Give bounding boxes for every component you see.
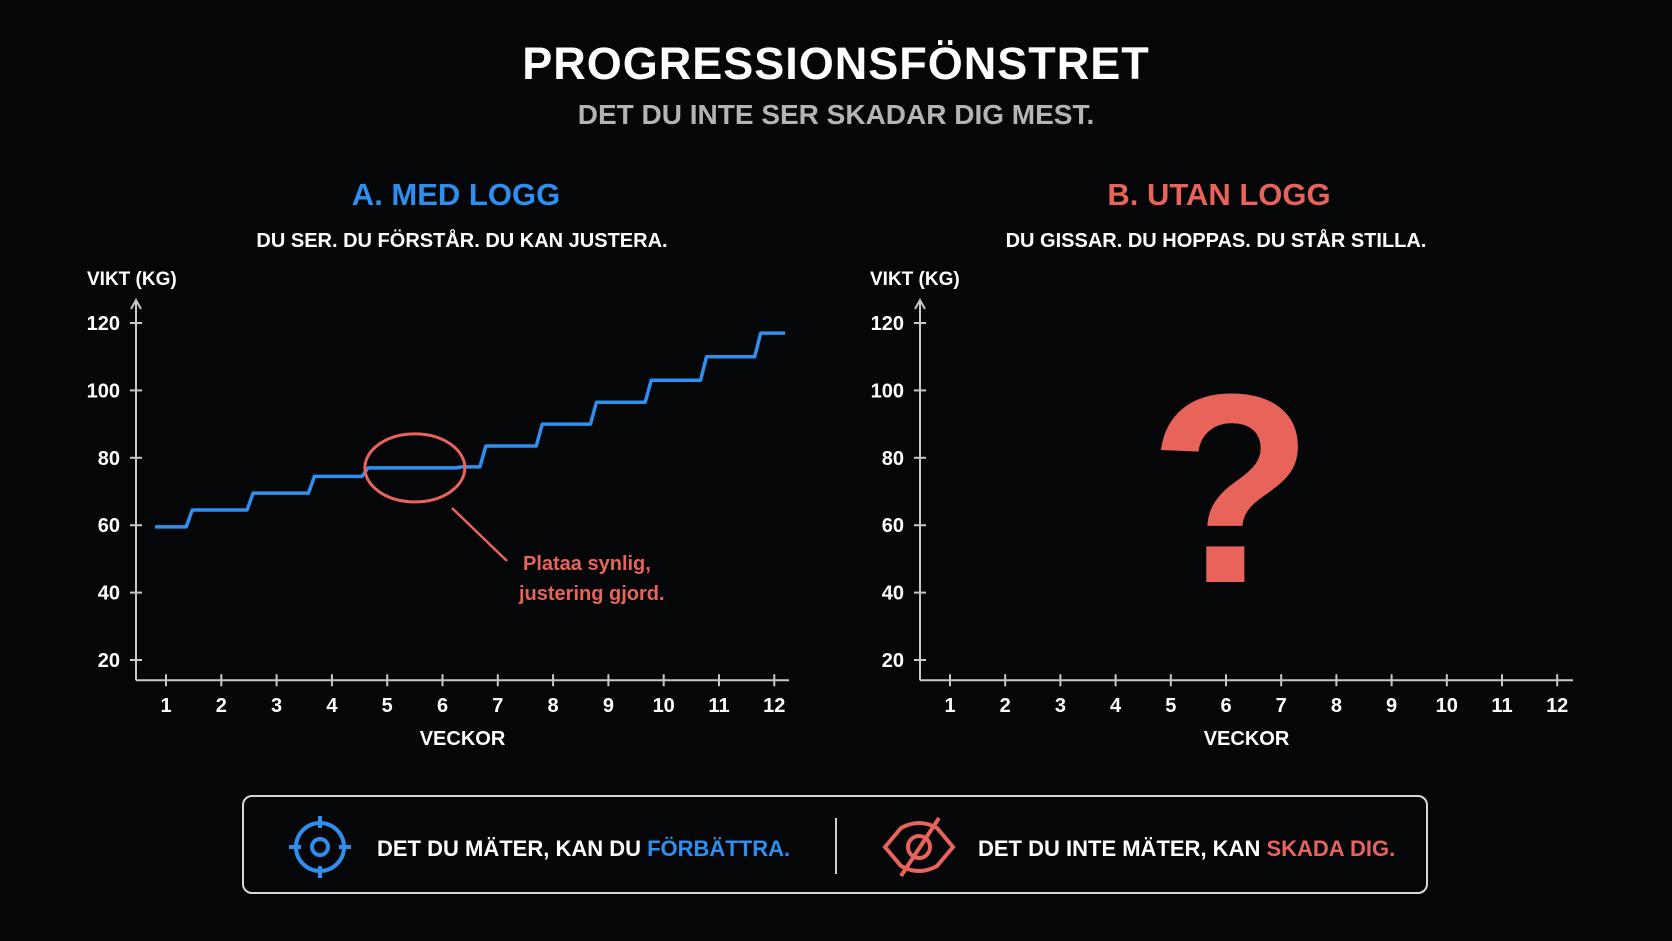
footer-left-highlight: FÖRBÄTTRA.: [647, 836, 791, 861]
y-tick-label: 40: [882, 583, 904, 605]
y-axis-label: VIKT (KG): [87, 269, 177, 290]
y-tick-label: 20: [882, 650, 904, 672]
annotation-text: Plataa synlig,: [523, 553, 651, 575]
x-tick-label: 4: [1110, 695, 1122, 717]
question-mark: ?: [1149, 339, 1314, 640]
footer-box: [242, 795, 1428, 894]
y-tick-label: 100: [87, 380, 120, 402]
y-tick-label: 120: [871, 313, 904, 335]
y-axis-label: VIKT (KG): [870, 269, 960, 290]
y-tick-label: 80: [882, 448, 904, 470]
x-tick-label: 11: [1491, 695, 1512, 717]
target-icon: [289, 816, 351, 878]
x-axis-label: VECKOR: [420, 728, 506, 750]
x-tick-label: 5: [382, 695, 393, 717]
x-tick-label: 4: [326, 695, 338, 717]
x-tick-label: 10: [653, 695, 675, 717]
x-tick-label: 3: [1055, 695, 1066, 717]
panel-b-heading: B. UTAN LOGG: [1107, 177, 1331, 212]
annotation-leader-line: [451, 507, 508, 562]
y-tick-label: 80: [98, 448, 120, 470]
x-tick-label: 9: [1386, 695, 1397, 717]
y-tick-label: 20: [98, 650, 120, 672]
x-tick-label: 12: [763, 695, 785, 717]
weight-step-line: [154, 331, 786, 529]
x-tick-label: 2: [216, 695, 227, 717]
annotation-text: justering gjord.: [518, 583, 665, 605]
page-subtitle: DET DU INTE SER SKADAR DIG MEST.: [577, 99, 1095, 130]
footer-right-main: DET DU INTE MÄTER, KAN: [978, 836, 1267, 861]
x-tick-label: 12: [1546, 695, 1568, 717]
x-tick-label: 8: [548, 695, 559, 717]
x-tick-label: 8: [1331, 695, 1342, 717]
panel-a-subheading: DU SER. DU FÖRSTÅR. DU KAN JUSTERA.: [256, 230, 668, 252]
panel-b-subheading: DU GISSAR. DU HOPPAS. DU STÅR STILLA.: [1005, 230, 1427, 252]
x-tick-label: 3: [271, 695, 282, 717]
footer-divider: [835, 818, 837, 874]
panel-a-heading: A. MED LOGG: [351, 177, 561, 212]
footer-left-main: DET DU MÄTER, KAN DU: [377, 836, 648, 861]
x-tick-label: 11: [708, 695, 729, 717]
footer-left-text: DET DU MÄTER, KAN DU FÖRBÄTTRA.: [377, 836, 790, 862]
x-tick-label: 6: [1220, 695, 1231, 717]
y-axis-arrow: [130, 297, 142, 310]
x-tick-label: 1: [944, 695, 955, 717]
footer-right-highlight: SKADA DIG.: [1266, 836, 1396, 861]
y-tick-label: 60: [98, 515, 120, 537]
y-axis-arrow: [914, 297, 926, 310]
x-tick-label: 1: [160, 695, 171, 717]
x-tick-label: 2: [1000, 695, 1011, 717]
footer-right-text: DET DU INTE MÄTER, KAN SKADA DIG.: [978, 836, 1395, 862]
x-tick-label: 7: [492, 695, 503, 717]
x-tick-label: 7: [1276, 695, 1287, 717]
plateau-highlight-ellipse: [363, 432, 467, 504]
x-tick-label: 5: [1165, 695, 1176, 717]
eye-slash-icon: [882, 816, 956, 878]
x-axis-label: VECKOR: [1204, 728, 1290, 750]
page-title: PROGRESSIONSFÖNSTRET: [522, 38, 1150, 89]
y-tick-label: 40: [98, 583, 120, 605]
x-tick-label: 10: [1436, 695, 1458, 717]
y-tick-label: 60: [882, 515, 904, 537]
x-tick-label: 9: [603, 695, 614, 717]
y-tick-label: 120: [87, 313, 120, 335]
y-tick-label: 100: [871, 380, 904, 402]
x-tick-label: 6: [437, 695, 448, 717]
